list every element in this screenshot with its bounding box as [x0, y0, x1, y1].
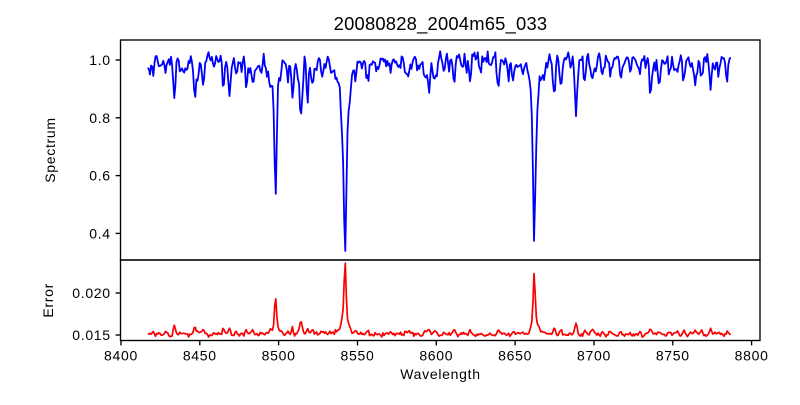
svg-text:8600: 8600 [419, 348, 453, 364]
svg-text:8400: 8400 [104, 348, 138, 364]
svg-text:0.8: 0.8 [89, 110, 111, 126]
svg-text:8800: 8800 [735, 348, 769, 364]
svg-text:20080828_2004m65_033: 20080828_2004m65_033 [334, 13, 548, 35]
svg-text:8500: 8500 [262, 348, 296, 364]
svg-text:8700: 8700 [577, 348, 611, 364]
svg-text:0.015: 0.015 [72, 327, 111, 343]
svg-text:8450: 8450 [183, 348, 217, 364]
svg-text:8650: 8650 [498, 348, 532, 364]
svg-text:1.0: 1.0 [89, 52, 111, 68]
svg-text:8550: 8550 [341, 348, 375, 364]
svg-text:Spectrum: Spectrum [42, 117, 58, 183]
svg-text:0.6: 0.6 [89, 168, 111, 184]
svg-text:Error: Error [40, 283, 56, 318]
svg-text:8750: 8750 [656, 348, 690, 364]
svg-text:Wavelength: Wavelength [400, 366, 480, 382]
svg-text:0.020: 0.020 [72, 285, 111, 301]
svg-text:0.4: 0.4 [89, 225, 111, 241]
